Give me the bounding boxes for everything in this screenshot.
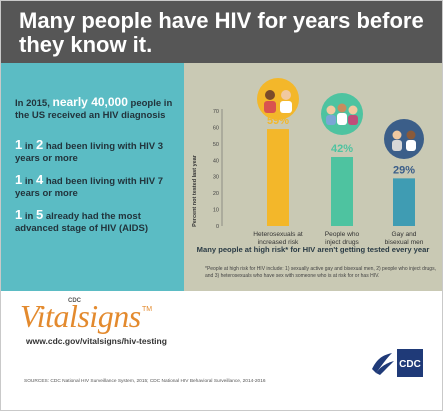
stat-diagnoses: In 2015, nearly 40,000 people in the US … [15, 96, 175, 122]
stat-text: had been living with HIV 3 years or more [15, 141, 164, 164]
bar [267, 129, 289, 226]
source-link[interactable]: www.cdc.gov/vitalsigns/hiv-testing [26, 336, 167, 346]
bars [267, 129, 415, 226]
cdc-logo-text: CDC [399, 359, 421, 370]
x-tick-label: Gay and [392, 231, 417, 238]
y-tick-label: 0 [216, 224, 219, 230]
stat-text: in [24, 176, 34, 187]
header-banner: Many people have HIV for years before th… [1, 1, 442, 63]
stat-7-years: 1 in 4 had been living with HIV 7 years … [15, 172, 175, 200]
x-tick-label: bisexual men [385, 239, 424, 246]
stat-numerator: 1 [15, 172, 23, 187]
value-label: 29% [393, 164, 415, 176]
value-labels: 59% 42% 29% [267, 115, 415, 176]
x-tick-label: inject drugs [325, 239, 359, 246]
page-title: Many people have HIV for years before th… [19, 8, 424, 57]
logo-vitalsigns-text: Vitalsigns [20, 298, 141, 334]
stat-text: in [24, 211, 34, 222]
stat-text: In 2015, [15, 98, 50, 109]
bar [331, 157, 353, 226]
stat-text: had been living with HIV 7 years or more [15, 176, 164, 199]
footnote: *People at high risk for HIV include: 1)… [205, 266, 436, 279]
stat-aids: 1 in 5 already had the most advanced sta… [15, 207, 175, 235]
stat-text: in [24, 141, 34, 152]
people-icon-drug-users [321, 93, 363, 135]
x-tick-label: Heterosexuals at [253, 231, 303, 238]
stats-panel: In 2015, nearly 40,000 people in the US … [1, 63, 184, 291]
value-label: 42% [331, 143, 353, 155]
y-tick-label: 10 [213, 208, 219, 214]
stat-numerator: 1 [15, 207, 23, 222]
stat-denominator: 4 [35, 172, 44, 187]
cdc-hhs-logo: CDC [368, 347, 423, 379]
y-tick-label: 40 [213, 158, 219, 164]
bar [393, 178, 415, 226]
value-label: 59% [267, 115, 289, 127]
chart-panel: Percent not tested last year 0 10 20 30 40 50… [184, 63, 442, 291]
x-tick-label: increased risk [258, 239, 299, 246]
stat-text: already had the most advanced stage of H… [15, 211, 149, 234]
chart-caption: Many people at high risk* for HIV aren't… [197, 245, 430, 254]
logo-cdc-text: CDC [68, 298, 81, 304]
y-tick-label: 60 [213, 125, 219, 131]
stat-text: people in the US received an HIV diagnos… [15, 98, 173, 121]
logo-tm: TM [142, 306, 153, 313]
y-axis: 0 10 20 30 40 50 60 70 [213, 109, 223, 230]
bar-chart: Percent not tested last year 0 10 20 30 40 50… [192, 78, 430, 254]
people-icon-gay-bisexual-men [384, 119, 424, 159]
stat-highlight: nearly 40,000 [52, 95, 128, 109]
y-tick-label: 30 [213, 175, 219, 181]
y-tick-label: 70 [213, 109, 219, 115]
stat-3-years: 1 in 2 had been living with HIV 3 years … [15, 137, 175, 165]
y-tick-label: 20 [213, 191, 219, 197]
people-icon-heterosexuals [257, 78, 299, 120]
y-axis-label: Percent not tested last year [192, 154, 198, 227]
stat-denominator: 5 [35, 207, 44, 222]
y-tick-label: 50 [213, 142, 219, 148]
sources-note: SOURCES: CDC National HIV Surveillance S… [24, 379, 266, 384]
stat-numerator: 1 [15, 137, 23, 152]
x-tick-label: People who [325, 231, 360, 238]
stat-denominator: 2 [35, 137, 44, 152]
